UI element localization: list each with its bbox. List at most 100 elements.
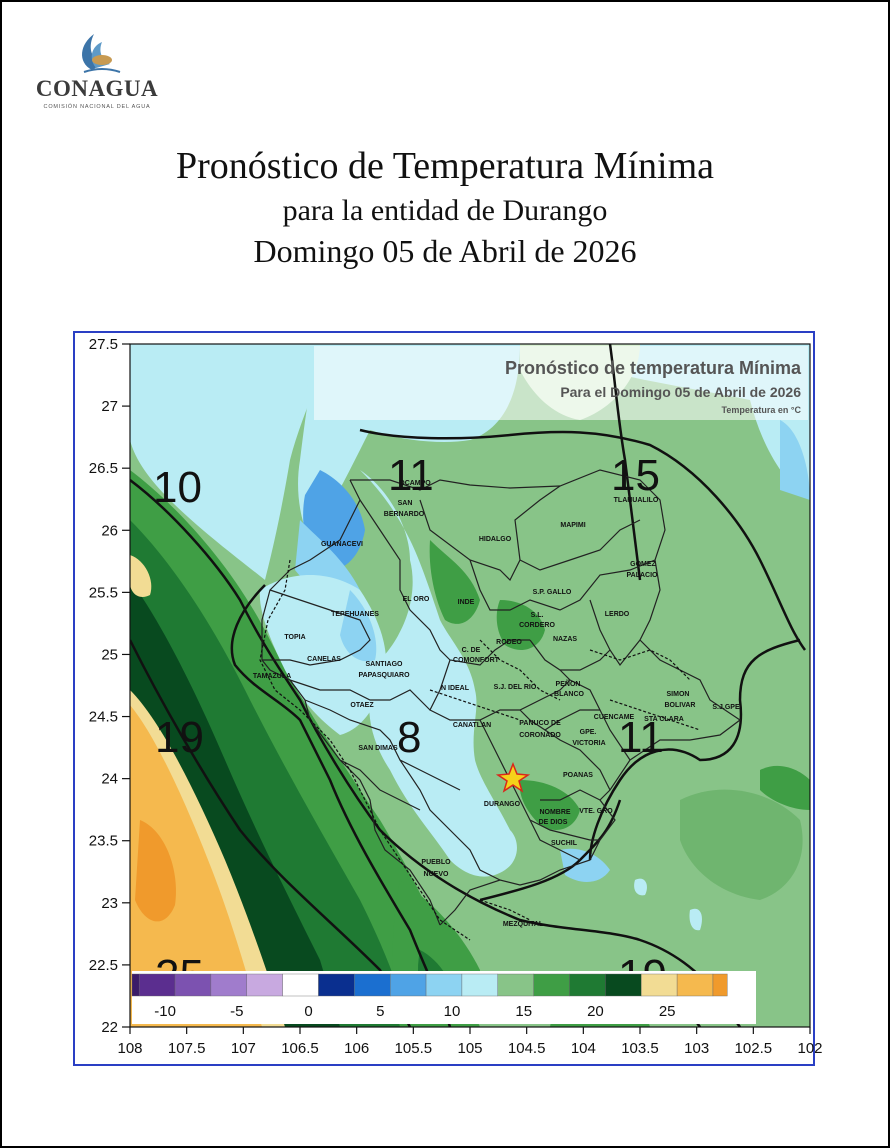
x-tick-label: 102.5 [735, 1040, 773, 1057]
colorbar-label: 20 [587, 1003, 604, 1020]
municipality-label: SAN [398, 500, 413, 507]
municipality-label: N IDEAL [441, 685, 470, 692]
municipality-label: MAPIMI [560, 522, 585, 529]
municipality-label: PEÑON [556, 679, 581, 688]
municipality-label: NUEVO [424, 871, 449, 878]
y-tick-label: 22 [101, 1019, 118, 1036]
logo-wordmark: CONAGUA [35, 76, 159, 101]
municipality-label: NAZAS [553, 636, 577, 643]
municipality-label: BLANCO [554, 691, 584, 698]
municipality-label: POANAS [563, 772, 593, 779]
municipality-label: GUANACEVI [321, 541, 363, 548]
municipality-label: HIDALGO [479, 536, 512, 543]
logo-subtitle: COMISIÓN NACIONAL DEL AGUA [43, 104, 151, 110]
municipality-label: S.J. DEL RIO [494, 684, 537, 691]
colorbar-swatch [138, 973, 176, 997]
municipality-label: CANATLAN [453, 722, 491, 729]
y-tick-label: 22.5 [89, 957, 118, 974]
y-axis: 27.5 27 26.5 26 25.5 25 24.5 24 23.5 23 22.5 22 [89, 336, 130, 1036]
municipality-label: CORONADO [519, 732, 561, 739]
colorbar-swatch [390, 973, 427, 997]
x-tick-label: 108 [117, 1040, 142, 1057]
y-tick-label: 25.5 [89, 584, 118, 601]
colorbar-swatch [318, 973, 355, 997]
temperature-field [130, 344, 810, 1027]
colorbar-swatch [641, 973, 678, 997]
colorbar-swatch [246, 973, 283, 997]
colorbar-label: 10 [444, 1003, 461, 1020]
y-tick-label: 25 [101, 646, 118, 663]
colorbar-label: -10 [154, 1003, 176, 1020]
y-tick-label: 27.5 [89, 336, 118, 353]
municipality-label: SIMON [667, 691, 690, 698]
contour-label-11-north: 11 [388, 451, 434, 500]
colorbar-swatch [174, 973, 212, 997]
contour-label-19: 19 [155, 713, 204, 762]
municipality-label: VTE. GRO [579, 808, 613, 815]
municipality-label: GPE. [580, 729, 597, 736]
municipality-label: CORDERO [519, 622, 555, 629]
inset-title: Pronóstico de temperatura Mínima [505, 358, 802, 378]
x-tick-label: 102 [797, 1040, 822, 1057]
x-axis: 108 107.5 107 106.5 106 105.5 105 104.5 104 103.5… [117, 1027, 823, 1057]
contour-label-11-east: 11 [618, 713, 664, 762]
y-tick-label: 26.5 [89, 460, 118, 477]
municipality-label: BERNARDO [384, 511, 425, 518]
municipality-label: TEPEHUANES [331, 611, 379, 618]
x-tick-label: 104 [571, 1040, 596, 1057]
colorbar: -10 -5 0 5 10 15 20 25 [131, 971, 756, 1024]
colorbar-swatch [461, 973, 498, 997]
municipality-boundaries [261, 469, 742, 926]
municipality-label: TLAHUALILO [614, 497, 659, 504]
municipality-label: TAMAZULA [253, 673, 291, 680]
municipality-label: C. DE [462, 647, 481, 654]
colorbar-swatch [569, 973, 606, 997]
contour-label-10: 10 [153, 463, 202, 512]
colorbar-swatch [605, 973, 642, 997]
colorbar-swatch [282, 973, 319, 997]
page-date: Domingo 05 de Abril de 2026 [253, 233, 637, 269]
municipality-label: PAPASQUIARO [358, 672, 410, 679]
municipality-label: BOLIVAR [665, 702, 696, 709]
municipality-label: S.J.GPE [712, 704, 740, 711]
municipality-label: SANTIAGO [366, 661, 404, 668]
map-frame [73, 331, 815, 1066]
municipality-label: INDE [458, 599, 475, 606]
colorbar-swatch [712, 973, 728, 997]
municipality-label: S.P. GALLO [533, 589, 572, 596]
municipality-label: TOPIA [284, 634, 305, 641]
municipality-labels: OCAMPO SAN BERNARDO GUANACEVI HIDALGO MAPIMI T… [253, 480, 740, 928]
municipality-label: PUEBLO [421, 859, 451, 866]
colorbar-swatch [497, 973, 534, 997]
municipality-label: OTAEZ [350, 702, 374, 709]
municipality-label: EL ORO [403, 596, 430, 603]
x-tick-label: 105.5 [395, 1040, 433, 1057]
x-tick-label: 104.5 [508, 1040, 546, 1057]
municipality-label: LERDO [605, 611, 630, 618]
y-tick-label: 23.5 [89, 833, 118, 850]
x-tick-label: 106 [344, 1040, 369, 1057]
x-tick-label: 106.5 [281, 1040, 319, 1057]
municipality-label: S.L. [531, 612, 544, 619]
page-subtitle: para la entidad de Durango [282, 194, 608, 227]
municipality-label: NOMBRE [539, 809, 570, 816]
municipality-label: MEZQUITAL [503, 921, 544, 928]
municipality-label: SAN DIMAS [358, 745, 398, 752]
conagua-logo: CONAGUA COMISIÓN NACIONAL DEL AGUA [22, 22, 172, 117]
x-tick-label: 107.5 [168, 1040, 206, 1057]
municipality-label: COMONFORT [453, 657, 500, 664]
municipality-label: GOMEZ [630, 561, 656, 568]
inset-subtitle: Para el Domingo 05 de Abril de 2026 [560, 384, 801, 400]
contour-label-8: 8 [397, 713, 421, 762]
municipality-label: RODEO [496, 639, 522, 646]
municipality-label: DURANGO [484, 801, 521, 808]
colorbar-swatch [676, 973, 714, 997]
colorbar-swatch [533, 973, 570, 997]
colorbar-swatch [354, 973, 391, 997]
x-tick-label: 105 [457, 1040, 482, 1057]
municipality-label: VICTORIA [572, 740, 605, 747]
colorbar-swatch [131, 973, 140, 997]
municipality-label: OCAMPO [399, 480, 431, 487]
y-tick-label: 23 [101, 895, 118, 912]
